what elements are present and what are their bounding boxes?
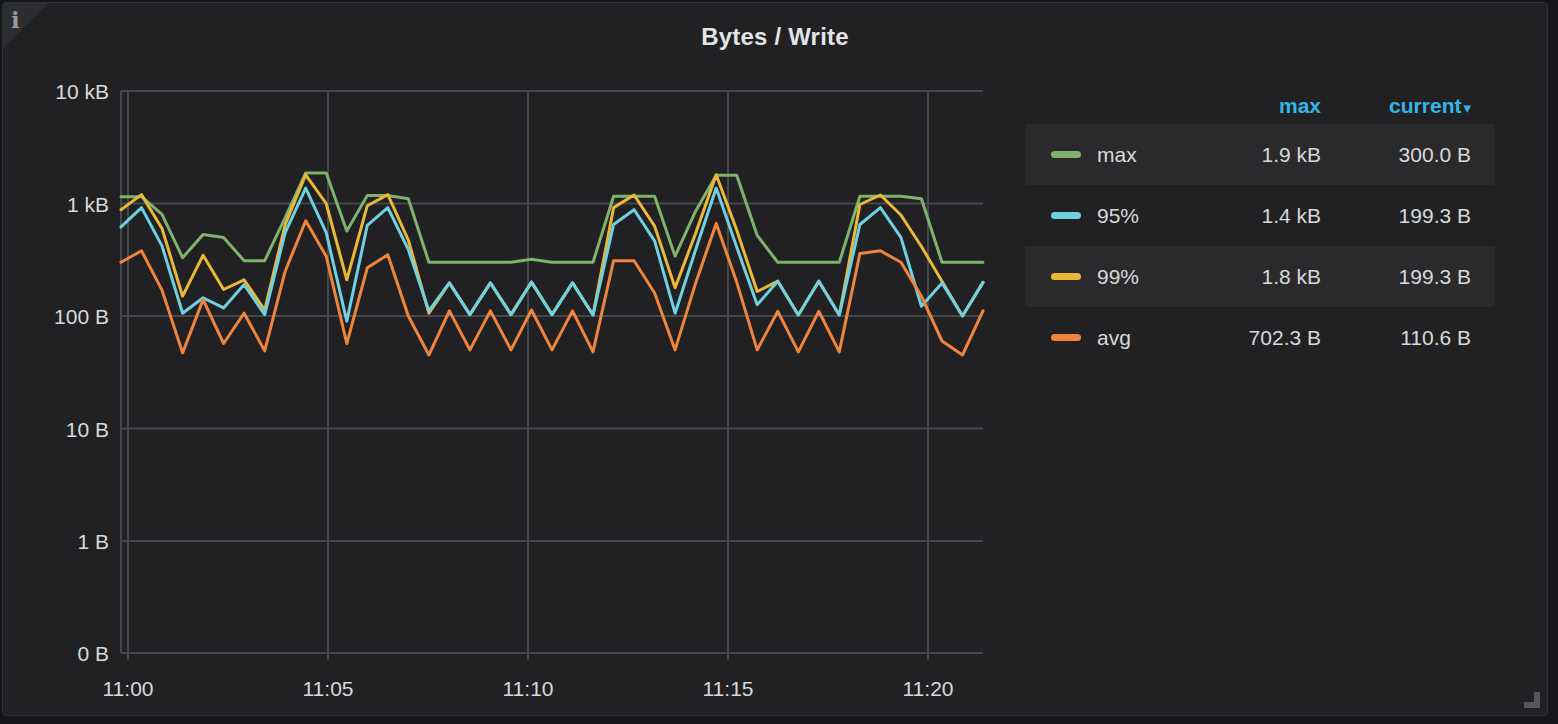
legend-row-95: 95% 1.4 kB 199.3 B — [1025, 185, 1495, 246]
legend-row-99: 99% 1.8 kB 199.3 B — [1025, 246, 1495, 307]
svg-text:100 B: 100 B — [54, 305, 109, 328]
series-current-value: 199.3 B — [1321, 265, 1471, 289]
sort-caret-icon: ▾ — [1463, 99, 1471, 116]
series-current-value: 110.6 B — [1321, 326, 1471, 350]
svg-text:11:20: 11:20 — [903, 677, 954, 700]
legend-sort-max[interactable]: max — [1191, 94, 1321, 118]
svg-text:1 B: 1 B — [77, 530, 109, 553]
svg-text:11:10: 11:10 — [503, 677, 554, 700]
series-label[interactable]: max — [1097, 143, 1137, 167]
svg-text:0 B: 0 B — [77, 642, 109, 665]
svg-text:11:15: 11:15 — [703, 677, 754, 700]
series-label[interactable]: 95% — [1097, 204, 1139, 228]
timeseries-chart[interactable]: 10 kB 1 kB 100 B 10 B 1 B 0 B 11:00 11:05 11:10 1… — [3, 3, 1013, 721]
series-label[interactable]: avg — [1097, 326, 1131, 350]
legend-row-avg: avg 702.3 B 110.6 B — [1025, 307, 1495, 368]
series-max-value: 1.8 kB — [1191, 265, 1321, 289]
svg-text:10 B: 10 B — [66, 418, 109, 441]
legend-sort-current[interactable]: current — [1389, 94, 1461, 117]
series-max-value: 1.4 kB — [1191, 204, 1321, 228]
legend-table: max current▾ max 1.9 kB 300.0 B 95% 1.4 … — [1025, 88, 1495, 368]
series-color-swatch — [1051, 212, 1081, 219]
legend-row-max: max 1.9 kB 300.0 B — [1025, 124, 1495, 185]
graph-panel: i Bytes / Write 10 kB1 kB100 B10 B1 B0 B… — [2, 2, 1548, 716]
series-current-value: 300.0 B — [1321, 143, 1471, 167]
series-label[interactable]: 99% — [1097, 265, 1139, 289]
svg-text:11:05: 11:05 — [303, 677, 354, 700]
series-max-value: 702.3 B — [1191, 326, 1321, 350]
series-color-swatch — [1051, 334, 1081, 341]
legend-header-row: max current▾ — [1025, 88, 1495, 124]
svg-text:10 kB: 10 kB — [55, 80, 109, 103]
panel-resize-handle[interactable] — [1524, 692, 1540, 708]
series-max-value: 1.9 kB — [1191, 143, 1321, 167]
svg-text:1 kB: 1 kB — [67, 193, 109, 216]
series-color-swatch — [1051, 273, 1081, 280]
series-color-swatch — [1051, 151, 1081, 158]
svg-text:11:00: 11:00 — [103, 677, 154, 700]
series-current-value: 199.3 B — [1321, 204, 1471, 228]
